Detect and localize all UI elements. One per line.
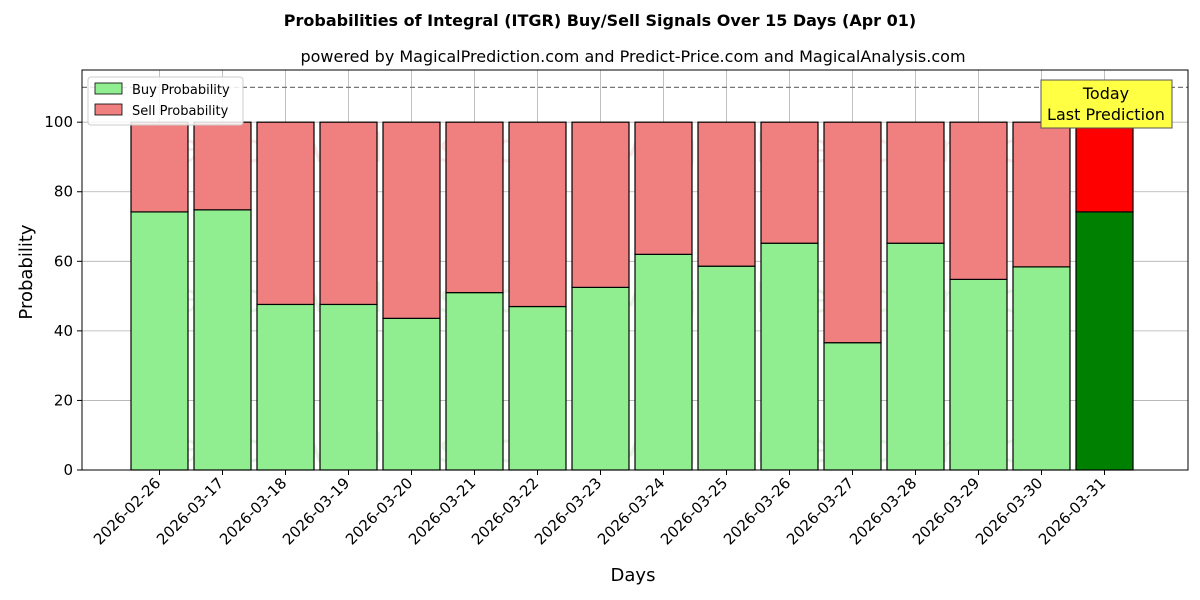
legend-swatch-sell — [94, 103, 123, 116]
legend: Buy Probability Sell Probability — [87, 76, 244, 126]
y-tick-label: 40 — [54, 322, 73, 340]
bar-buy — [634, 253, 693, 471]
annotation-box — [1040, 79, 1173, 129]
chart-subtitle: powered by MagicalPrediction.com and Pre… — [300, 47, 965, 66]
bar-sell — [382, 121, 441, 319]
bar-sell — [823, 121, 882, 344]
today-annotation: Today Last Prediction — [1040, 79, 1173, 129]
bar-buy — [256, 303, 315, 471]
bar-sell — [1012, 121, 1071, 268]
annotation-line1: Today — [1082, 84, 1129, 103]
bar-sell — [1075, 121, 1134, 213]
chart-title: Probabilities of Integral (ITGR) Buy/Sel… — [284, 11, 916, 30]
bar-buy — [130, 211, 189, 471]
bar-buy — [697, 265, 756, 471]
bars-layer — [130, 121, 1134, 471]
y-tick-label: 60 — [54, 252, 73, 270]
y-tick-label: 0 — [63, 461, 73, 479]
bar-sell — [319, 121, 378, 306]
x-axis: 2026-02-262026-03-172026-03-182026-03-19… — [90, 470, 1109, 548]
y-tick-label: 20 — [54, 391, 73, 409]
y-tick-label: 100 — [44, 113, 73, 131]
bar-sell — [571, 121, 630, 288]
bar-buy — [1075, 211, 1134, 471]
y-axis-label: Probability — [16, 224, 37, 319]
bar-sell — [760, 121, 819, 244]
bar-buy — [823, 342, 882, 471]
y-tick-label: 80 — [54, 183, 73, 201]
bar-sell — [508, 121, 567, 308]
y-axis: 0 20 40 60 80 100 — [44, 113, 82, 479]
bar-sell — [634, 121, 693, 255]
bar-sell — [697, 121, 756, 267]
bar-buy — [193, 209, 252, 471]
legend-box — [87, 76, 244, 126]
plot-frame — [81, 69, 1189, 471]
bar-sell — [949, 121, 1008, 280]
bar-buy — [1012, 266, 1071, 471]
bar-buy — [760, 242, 819, 471]
legend-label-sell: Sell Probability — [132, 104, 229, 119]
bar-buy — [382, 317, 441, 471]
annotation-line2: Last Prediction — [1047, 105, 1165, 124]
bar-sell — [445, 121, 504, 294]
bar-buy — [319, 303, 378, 471]
bar-sell — [886, 121, 945, 244]
bar-sell — [130, 121, 189, 213]
bar-sell — [256, 121, 315, 306]
bar-sell — [193, 121, 252, 211]
x-tick-label: 2026-03-31 — [1035, 474, 1109, 548]
legend-swatch-buy — [94, 82, 123, 95]
bar-buy — [445, 292, 504, 471]
bar-buy — [949, 278, 1008, 471]
bar-buy — [508, 305, 567, 471]
x-axis-label: Days — [611, 565, 656, 586]
bar-buy — [886, 242, 945, 471]
legend-label-buy: Buy Probability — [132, 83, 230, 98]
bar-buy — [571, 286, 630, 471]
